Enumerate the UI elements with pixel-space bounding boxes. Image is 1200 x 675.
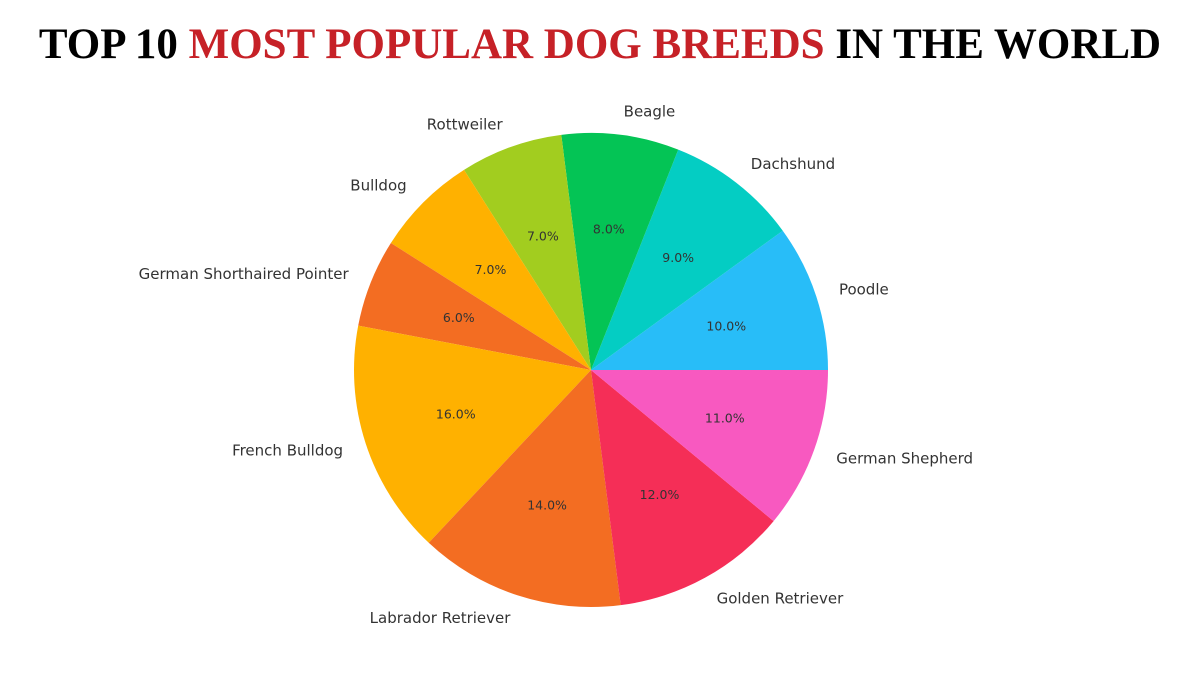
pie-slices: [354, 133, 828, 607]
slice-label-bulldog: Bulldog: [350, 177, 406, 195]
title-part-2: MOST POPULAR DOG BREEDS: [188, 21, 825, 68]
pie-slice-french-bulldog: [354, 325, 591, 543]
slice-label-golden-retriever: Golden Retriever: [717, 589, 845, 607]
pie-slice-poodle: [591, 230, 828, 370]
slice-label-rottweiler: Rottweiler: [427, 116, 504, 134]
slice-label-labrador-retriever: Labrador Retriever: [370, 609, 512, 627]
pct-label-german-shorthaired-pointer: 6.0%: [443, 310, 475, 325]
pct-label-bulldog: 7.0%: [475, 262, 507, 277]
pie-slice-labrador-retriever: [428, 370, 621, 607]
slice-label-dachshund: Dachshund: [751, 155, 835, 173]
pct-label-dachshund: 9.0%: [662, 250, 694, 265]
slice-label-german-shorthaired-pointer: German Shorthaired Pointer: [139, 265, 350, 283]
pct-label-rottweiler: 7.0%: [527, 229, 559, 244]
pct-label-labrador-retriever: 14.0%: [527, 498, 567, 513]
title-part-1: TOP 10: [38, 21, 189, 68]
pct-label-golden-retriever: 12.0%: [640, 487, 680, 502]
pie-slice-dachshund: [591, 149, 783, 370]
pie-slice-rottweiler: [464, 134, 591, 370]
pct-label-poodle: 10.0%: [706, 319, 746, 334]
slice-label-beagle: Beagle: [624, 102, 676, 120]
pct-label-french-bulldog: 16.0%: [436, 406, 476, 421]
pie-slice-german-shepherd: [591, 370, 828, 522]
pct-label-german-shepherd: 11.0%: [705, 411, 745, 426]
title-part-3: IN THE WORLD: [824, 21, 1162, 68]
pie-slice-bulldog: [390, 169, 591, 370]
slice-label-french-bulldog: French Bulldog: [232, 442, 343, 460]
slice-label-german-shepherd: German Shepherd: [836, 449, 973, 467]
pie-slice-golden-retriever: [591, 370, 774, 606]
page-title: TOP 10 MOST POPULAR DOG BREEDS IN THE WO…: [0, 18, 1200, 72]
pie-slice-beagle: [561, 133, 679, 370]
slice-label-poodle: Poodle: [839, 280, 889, 298]
pie-slice-german-shorthaired-pointer: [358, 243, 591, 370]
pct-label-beagle: 8.0%: [593, 221, 625, 236]
pie-labels: 10.0% Poodle 9.0% Dachshund 8.0% Beagle 7.0% Ro…: [139, 102, 973, 627]
